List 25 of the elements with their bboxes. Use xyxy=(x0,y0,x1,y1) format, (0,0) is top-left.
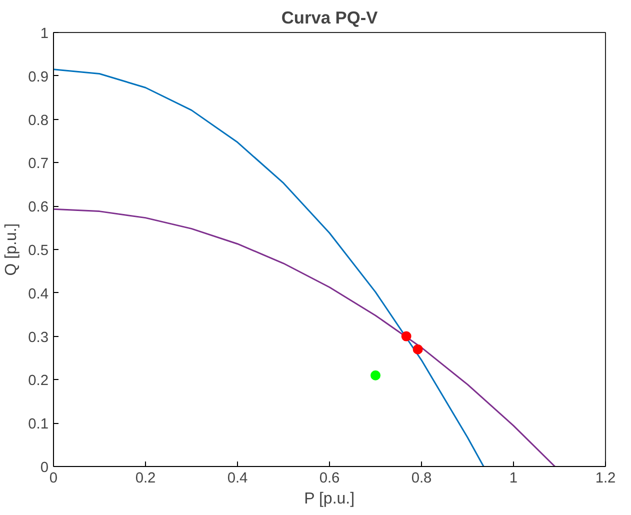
x-tick-label: 1.2 xyxy=(595,470,616,486)
y-tick-label: 0.5 xyxy=(28,243,48,259)
y-tick-label: 0.3 xyxy=(28,330,48,346)
x-tick-label: 1 xyxy=(509,470,518,486)
chart-title: Curva PQ-V xyxy=(281,8,378,28)
y-tick-label: 0.9 xyxy=(28,69,48,86)
y-tick-label: 0.8 xyxy=(28,112,48,129)
y-axis-title: Q [p.u.] xyxy=(3,223,20,276)
y-tick-label: 1 xyxy=(40,26,49,42)
point xyxy=(412,344,423,354)
x-tick-label: 0.4 xyxy=(227,470,248,486)
point xyxy=(401,331,412,342)
y-tick-label: 0 xyxy=(40,460,49,476)
x-axis-title: P [p.u.] xyxy=(304,490,355,508)
y-tick-label: 0.7 xyxy=(28,156,48,172)
y-tick-label: 0.6 xyxy=(28,200,48,216)
point xyxy=(370,370,380,380)
line-series xyxy=(54,208,556,466)
x-tick-label: 0.2 xyxy=(135,470,156,486)
y-tick-label: 0.1 xyxy=(28,416,48,433)
x-tick-label: 0.8 xyxy=(411,470,432,486)
line-series xyxy=(54,68,484,466)
y-tick-label: 0.4 xyxy=(28,286,48,302)
x-tick-label: 0.6 xyxy=(319,470,340,486)
y-tick-label: 0.2 xyxy=(28,373,48,390)
